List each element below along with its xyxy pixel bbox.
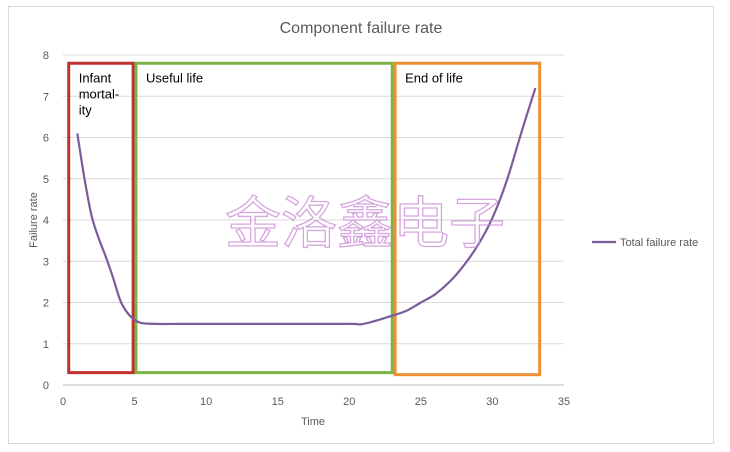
- region-label: mortal-: [79, 86, 119, 101]
- y-tick-label: 6: [43, 133, 49, 145]
- x-tick-label: 20: [343, 396, 355, 408]
- y-tick-label: 8: [43, 50, 49, 62]
- legend-label: Total failure rate: [620, 237, 698, 249]
- watermark-text: 金洛鑫电子: [225, 192, 505, 257]
- region-box: [134, 61, 394, 375]
- legend: Total failure rate: [592, 237, 698, 249]
- chart-title: Component failure rate: [280, 20, 443, 37]
- region-box: [67, 61, 135, 375]
- x-axis-label: Time: [301, 416, 325, 428]
- series-line-total-failure-rate: [76, 87, 537, 326]
- x-tick-label: 35: [558, 396, 570, 408]
- tick-labels: 0 1 2 3 4 5 6 7 8 0 5 10 15 20 25 30 35: [43, 50, 570, 408]
- region-box: [393, 61, 542, 377]
- watermark: 金洛鑫电子: [224, 191, 505, 257]
- y-tick-label: 4: [43, 215, 49, 227]
- region-label: ity: [79, 102, 93, 117]
- y-tick-label: 1: [43, 339, 49, 351]
- series-lines: [76, 87, 537, 326]
- y-tick-label: 3: [43, 256, 49, 268]
- y-tick-label: 7: [43, 91, 49, 103]
- x-tick-label: 15: [272, 396, 284, 408]
- y-axis-label: Failure rate: [28, 192, 40, 248]
- x-tick-label: 10: [200, 396, 212, 408]
- region-label: End of life: [405, 70, 463, 85]
- x-tick-label: 5: [132, 396, 138, 408]
- y-tick-label: 5: [43, 174, 49, 186]
- x-tick-label: 25: [415, 396, 427, 408]
- x-tick-label: 30: [486, 396, 498, 408]
- region-label: Infant: [79, 70, 112, 85]
- x-tick-label: 0: [60, 396, 66, 408]
- y-tick-label: 2: [43, 298, 49, 310]
- region-label: Useful life: [146, 70, 203, 85]
- y-tick-label: 0: [43, 380, 49, 392]
- gridlines: [63, 54, 564, 386]
- chart-frame: [8, 6, 714, 444]
